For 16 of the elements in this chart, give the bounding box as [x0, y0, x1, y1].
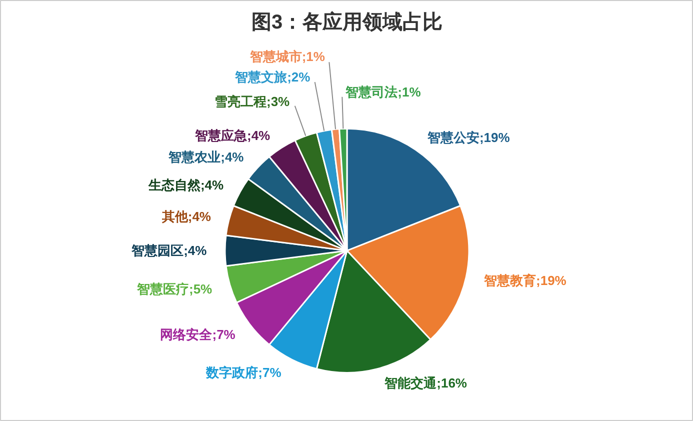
slice-label: 网络安全;7%	[160, 326, 236, 342]
chart-title: 图3：各应用领域占比	[251, 10, 443, 34]
slice-label: 智慧公安;19%	[426, 130, 510, 146]
slice-label: 数字政府;7%	[205, 364, 282, 380]
slice-label: 智慧医疗;5%	[136, 281, 213, 296]
slice-label: 智慧教育;19%	[483, 272, 567, 288]
slice-label: 生态自然;4%	[147, 177, 224, 192]
slice-label: 智慧应急;4%	[194, 128, 271, 143]
slice-label: 智慧城市;1%	[248, 48, 326, 64]
slice-label: 雪亮工程;3%	[214, 94, 290, 109]
slice-label: 其他;4%	[160, 209, 212, 224]
slice-label: 智能交通;16%	[384, 376, 468, 391]
slice-label: 智慧文旅;2%	[234, 69, 311, 84]
slice-label: 智慧司法;1%	[344, 84, 422, 100]
slice-label: 智慧农业;4%	[168, 150, 244, 165]
slice-label: 智慧园区;4%	[130, 243, 208, 258]
